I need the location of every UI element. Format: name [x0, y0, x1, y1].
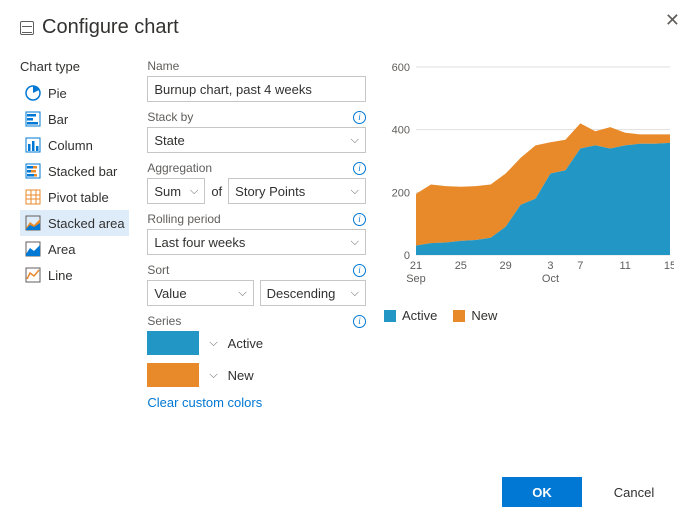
chevron-down-icon: ⌵: [351, 236, 359, 249]
chevron-down-icon: ⌵: [351, 134, 359, 147]
chart-type-pivot[interactable]: Pivot table: [20, 184, 129, 210]
rolling-select[interactable]: Last four weeks⌵: [147, 229, 366, 255]
series-row: ⌵ New: [147, 363, 366, 387]
series-swatch[interactable]: [147, 331, 199, 355]
series-name: Active: [228, 336, 263, 351]
chart-type-label: Stacked area: [48, 216, 125, 231]
chart-type-stacked-bar[interactable]: Stacked bar: [20, 158, 129, 184]
svg-text:Oct: Oct: [542, 273, 559, 285]
chart-type-line[interactable]: Line: [20, 262, 129, 288]
chart-legend: Active New: [384, 308, 674, 323]
chart-type-label: Bar: [48, 112, 68, 127]
close-icon[interactable]: ✕: [665, 10, 680, 31]
chevron-down-icon: ⌵: [238, 287, 246, 300]
info-icon[interactable]: i: [353, 315, 366, 328]
line-icon: [24, 266, 42, 284]
svg-text:15: 15: [664, 260, 674, 272]
chart-type-label: Pivot table: [48, 190, 109, 205]
legend-label: Active: [402, 308, 437, 323]
column-icon: [24, 136, 42, 154]
stacked-bar-icon: [24, 162, 42, 180]
ok-button[interactable]: OK: [502, 477, 582, 507]
chart-type-label: Line: [48, 268, 73, 283]
chart-type-stacked-area[interactable]: Stacked area: [20, 210, 129, 236]
chevron-down-icon: ⌵: [190, 185, 198, 198]
name-label: Name: [147, 59, 179, 73]
svg-text:600: 600: [392, 62, 410, 74]
svg-text:21: 21: [410, 260, 422, 272]
chart-type-heading: Chart type: [20, 59, 129, 74]
stacked-area-icon: [24, 214, 42, 232]
aggregation-field-select[interactable]: Story Points⌵: [228, 178, 366, 204]
legend-item: New: [453, 308, 497, 323]
legend-swatch: [453, 310, 465, 322]
legend-label: New: [471, 308, 497, 323]
info-icon[interactable]: i: [353, 162, 366, 175]
sort-dir-select[interactable]: Descending⌵: [260, 280, 366, 306]
legend-item: Active: [384, 308, 437, 323]
svg-text:11: 11: [619, 260, 630, 272]
stackby-select[interactable]: State⌵: [147, 127, 366, 153]
svg-text:200: 200: [392, 187, 410, 199]
chevron-down-icon: ⌵: [351, 287, 359, 300]
svg-text:7: 7: [577, 260, 583, 272]
bar-icon: [24, 110, 42, 128]
sort-label: Sort: [147, 263, 169, 277]
svg-text:Sep: Sep: [406, 273, 426, 285]
chart-type-label: Pie: [48, 86, 67, 101]
chart-type-label: Stacked bar: [48, 164, 117, 179]
info-icon[interactable]: i: [353, 111, 366, 124]
series-label: Series: [147, 314, 181, 328]
aggregation-label: Aggregation: [147, 161, 212, 175]
svg-text:29: 29: [500, 260, 512, 272]
chevron-down-icon: ⌵: [351, 185, 359, 198]
chart-preview: 020040060021Sep25293Oct71115: [384, 59, 674, 289]
stackby-label: Stack by: [147, 110, 193, 124]
aggregation-select[interactable]: Sum⌵: [147, 178, 205, 204]
info-icon[interactable]: i: [353, 213, 366, 226]
svg-text:400: 400: [392, 125, 410, 137]
name-input[interactable]: Burnup chart, past 4 weeks: [147, 76, 366, 102]
clear-colors-link[interactable]: Clear custom colors: [147, 395, 366, 410]
chart-type-pie[interactable]: Pie: [20, 80, 129, 106]
chart-type-label: Column: [48, 138, 93, 153]
series-name: New: [228, 368, 254, 383]
chart-type-bar[interactable]: Bar: [20, 106, 129, 132]
svg-text:25: 25: [455, 260, 467, 272]
info-icon[interactable]: i: [353, 264, 366, 277]
chevron-down-icon[interactable]: ⌵: [209, 337, 217, 350]
chevron-down-icon[interactable]: ⌵: [209, 369, 217, 382]
area-icon: [24, 240, 42, 258]
series-swatch[interactable]: [147, 363, 199, 387]
aggregation-of-text: of: [211, 184, 222, 199]
pivot-icon: [24, 188, 42, 206]
chart-type-label: Area: [48, 242, 75, 257]
chart-config-icon: [20, 21, 34, 35]
rolling-label: Rolling period: [147, 212, 220, 226]
chart-type-column[interactable]: Column: [20, 132, 129, 158]
sort-field-select[interactable]: Value⌵: [147, 280, 253, 306]
cancel-button[interactable]: Cancel: [594, 477, 674, 507]
chart-type-area[interactable]: Area: [20, 236, 129, 262]
dialog-title: Configure chart: [42, 16, 179, 39]
series-row: ⌵ Active: [147, 331, 366, 355]
pie-icon: [24, 84, 42, 102]
legend-swatch: [384, 310, 396, 322]
chart-type-list: Pie Bar Column Stacked bar Pivot table Stacke…: [20, 80, 129, 288]
svg-text:3: 3: [547, 260, 553, 272]
